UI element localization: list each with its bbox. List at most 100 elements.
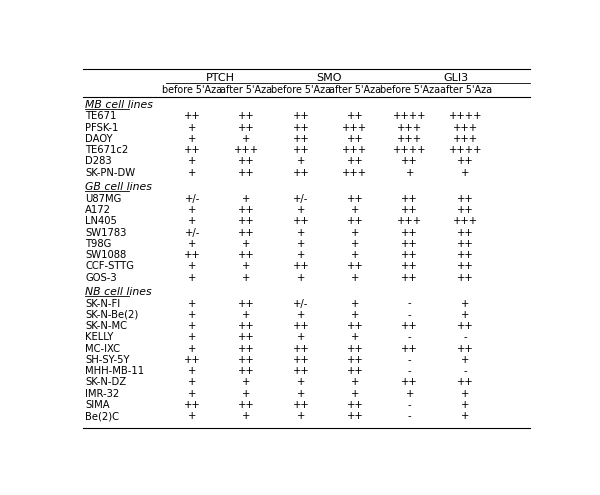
Text: ++: ++ bbox=[238, 332, 254, 343]
Text: +: + bbox=[461, 298, 470, 308]
Text: +: + bbox=[351, 250, 359, 260]
Text: +: + bbox=[461, 168, 470, 178]
Text: +++: +++ bbox=[343, 145, 367, 155]
Text: ++: ++ bbox=[184, 111, 200, 121]
Text: +: + bbox=[188, 366, 196, 376]
Text: -: - bbox=[408, 355, 412, 365]
Text: +/-: +/- bbox=[184, 194, 200, 204]
Text: ++++: ++++ bbox=[393, 145, 427, 155]
Text: ++: ++ bbox=[238, 400, 254, 410]
Text: +: + bbox=[297, 228, 305, 238]
Text: +++: +++ bbox=[453, 216, 478, 226]
Text: ++++: ++++ bbox=[449, 145, 482, 155]
Text: CCF-STTG: CCF-STTG bbox=[85, 261, 134, 271]
Text: +: + bbox=[461, 400, 470, 410]
Text: ++: ++ bbox=[293, 216, 310, 226]
Text: ++: ++ bbox=[347, 156, 364, 166]
Text: +: + bbox=[351, 389, 359, 398]
Text: ++: ++ bbox=[401, 250, 418, 260]
Text: +: + bbox=[242, 194, 250, 204]
Text: +: + bbox=[188, 298, 196, 308]
Text: SK-N-MC: SK-N-MC bbox=[85, 321, 127, 331]
Text: +++: +++ bbox=[397, 134, 422, 144]
Text: ++: ++ bbox=[293, 111, 310, 121]
Text: SK-N-FI: SK-N-FI bbox=[85, 298, 121, 308]
Text: ++: ++ bbox=[457, 205, 474, 215]
Text: +++: +++ bbox=[343, 168, 367, 178]
Text: +: + bbox=[297, 273, 305, 283]
Text: SIMA: SIMA bbox=[85, 400, 110, 410]
Text: GB cell lines: GB cell lines bbox=[85, 182, 152, 192]
Text: +: + bbox=[297, 377, 305, 387]
Text: +: + bbox=[242, 377, 250, 387]
Text: ++: ++ bbox=[401, 344, 418, 353]
Text: ++++: ++++ bbox=[393, 111, 427, 121]
Text: -: - bbox=[464, 332, 467, 343]
Text: ++: ++ bbox=[293, 355, 310, 365]
Text: ++: ++ bbox=[293, 134, 310, 144]
Text: +: + bbox=[406, 168, 414, 178]
Text: +: + bbox=[297, 332, 305, 343]
Text: +: + bbox=[242, 389, 250, 398]
Text: +: + bbox=[351, 239, 359, 249]
Text: -: - bbox=[408, 366, 412, 376]
Text: MB cell lines: MB cell lines bbox=[85, 99, 153, 110]
Text: ++: ++ bbox=[238, 321, 254, 331]
Text: KELLY: KELLY bbox=[85, 332, 113, 343]
Text: +: + bbox=[461, 310, 470, 320]
Text: -: - bbox=[408, 400, 412, 410]
Text: ++: ++ bbox=[184, 250, 200, 260]
Text: TE671c2: TE671c2 bbox=[85, 145, 128, 155]
Text: -: - bbox=[408, 310, 412, 320]
Text: SK-N-Be(2): SK-N-Be(2) bbox=[85, 310, 139, 320]
Text: SH-SY-5Y: SH-SY-5Y bbox=[85, 355, 130, 365]
Text: ++: ++ bbox=[238, 111, 254, 121]
Text: SK-PN-DW: SK-PN-DW bbox=[85, 168, 136, 178]
Text: ++: ++ bbox=[293, 168, 310, 178]
Text: +/-: +/- bbox=[293, 194, 308, 204]
Text: TE671: TE671 bbox=[85, 111, 116, 121]
Text: +: + bbox=[188, 273, 196, 283]
Text: ++: ++ bbox=[457, 344, 474, 353]
Text: IMR-32: IMR-32 bbox=[85, 389, 119, 398]
Text: +: + bbox=[188, 216, 196, 226]
Text: D283: D283 bbox=[85, 156, 112, 166]
Text: ++: ++ bbox=[238, 366, 254, 376]
Text: ++: ++ bbox=[184, 400, 200, 410]
Text: GOS-3: GOS-3 bbox=[85, 273, 117, 283]
Text: ++: ++ bbox=[238, 168, 254, 178]
Text: ++: ++ bbox=[184, 355, 200, 365]
Text: +++: +++ bbox=[453, 123, 478, 133]
Text: PFSK-1: PFSK-1 bbox=[85, 123, 119, 133]
Text: +: + bbox=[351, 310, 359, 320]
Text: +: + bbox=[188, 389, 196, 398]
Text: ++: ++ bbox=[401, 194, 418, 204]
Text: ++: ++ bbox=[457, 250, 474, 260]
Text: ++: ++ bbox=[401, 321, 418, 331]
Text: GLI3: GLI3 bbox=[444, 73, 469, 84]
Text: -: - bbox=[408, 298, 412, 308]
Text: ++: ++ bbox=[293, 321, 310, 331]
Text: DAOY: DAOY bbox=[85, 134, 113, 144]
Text: ++: ++ bbox=[238, 298, 254, 308]
Text: +: + bbox=[242, 310, 250, 320]
Text: +: + bbox=[242, 134, 250, 144]
Text: MHH-MB-11: MHH-MB-11 bbox=[85, 366, 145, 376]
Text: +: + bbox=[297, 250, 305, 260]
Text: ++: ++ bbox=[457, 377, 474, 387]
Text: +: + bbox=[242, 411, 250, 421]
Text: +: + bbox=[297, 205, 305, 215]
Text: +++: +++ bbox=[397, 123, 422, 133]
Text: ++: ++ bbox=[401, 156, 418, 166]
Text: +: + bbox=[188, 156, 196, 166]
Text: +: + bbox=[188, 321, 196, 331]
Text: ++: ++ bbox=[238, 228, 254, 238]
Text: A172: A172 bbox=[85, 205, 111, 215]
Text: ++: ++ bbox=[184, 145, 200, 155]
Text: MC-IXC: MC-IXC bbox=[85, 344, 120, 353]
Text: +: + bbox=[461, 389, 470, 398]
Text: SK-N-DZ: SK-N-DZ bbox=[85, 377, 127, 387]
Text: +: + bbox=[351, 377, 359, 387]
Text: +: + bbox=[461, 411, 470, 421]
Text: -: - bbox=[408, 411, 412, 421]
